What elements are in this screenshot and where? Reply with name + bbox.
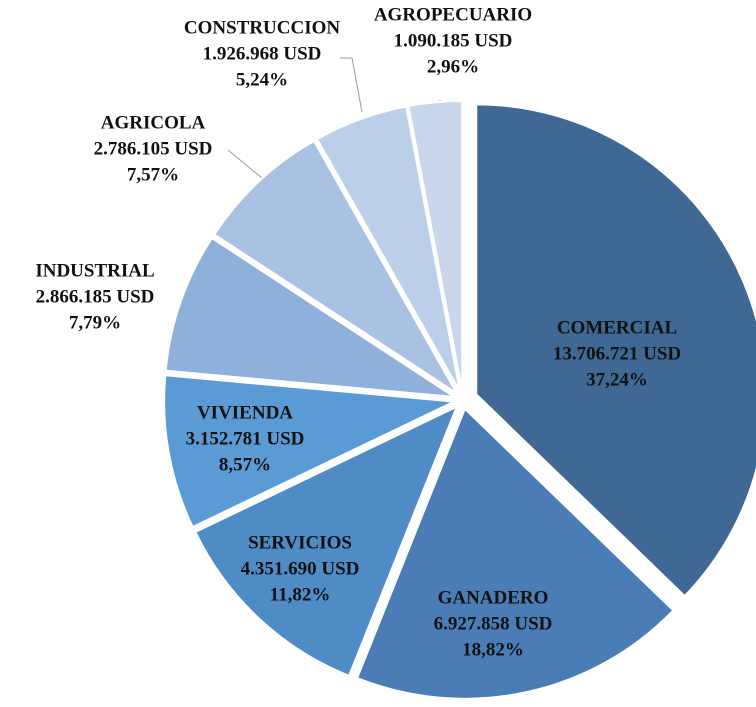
slice-category: AGRICOLA (101, 112, 206, 133)
slice-amount: 1.926.968 USD (203, 43, 322, 64)
leader-line (227, 149, 263, 179)
slice-amount: 2.866.185 USD (36, 286, 155, 307)
pie-slice (212, 139, 458, 395)
slice-percent: 37,24% (586, 369, 648, 390)
pie-slice (407, 100, 464, 392)
slice-amount: 2.786.105 USD (94, 138, 213, 159)
pie-slice (475, 103, 756, 598)
slice-amount: 6.927.858 USD (434, 613, 553, 634)
pie-slice (163, 374, 458, 529)
slice-percent: 2,96% (427, 56, 479, 77)
slice-category: SERVICIOS (248, 532, 352, 553)
slice-amount: 4.351.690 USD (241, 558, 360, 579)
slice-category: VIVIENDA (197, 402, 293, 423)
slice-percent: 11,82% (270, 584, 331, 605)
slice-amount: 3.152.781 USD (186, 428, 305, 449)
slice-percent: 7,57% (127, 164, 179, 185)
slice-percent: 8,57% (219, 454, 271, 475)
slice-category: GANADERO (438, 587, 549, 608)
slice-percent: 5,24% (236, 69, 288, 90)
leader-line (340, 57, 363, 113)
slice-category: AGROPECUARIO (374, 4, 532, 25)
slice-percent: 7,79% (69, 312, 121, 333)
slice-amount: 13.706.721 USD (553, 343, 681, 364)
slice-percent: 18,82% (462, 639, 524, 660)
slice-category: CONSTRUCCION (184, 17, 341, 38)
slice-amount: 1.090.185 USD (394, 30, 513, 51)
slice-category: COMERCIAL (557, 317, 677, 338)
pie-slice (355, 407, 675, 700)
slice-category: INDUSTRIAL (35, 260, 154, 281)
pie-slice (194, 404, 459, 678)
pie-slice (164, 236, 456, 399)
pie-slice (315, 105, 461, 393)
